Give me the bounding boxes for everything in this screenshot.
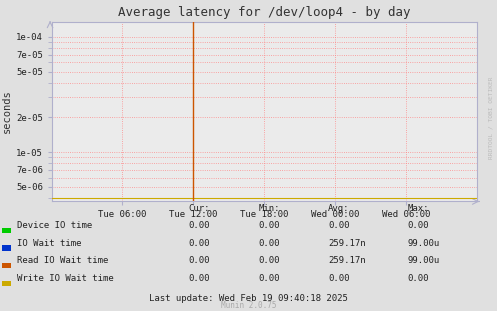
Text: Read IO Wait time: Read IO Wait time [17,256,109,265]
Text: 0.00: 0.00 [408,274,429,283]
Text: 0.00: 0.00 [189,256,210,265]
Text: IO Wait time: IO Wait time [17,239,82,248]
Text: Device IO time: Device IO time [17,221,92,230]
Text: 0.00: 0.00 [328,274,349,283]
Y-axis label: seconds: seconds [2,89,12,133]
Text: Cur:: Cur: [189,204,210,213]
Text: 99.00u: 99.00u [408,256,440,265]
Text: 0.00: 0.00 [328,221,349,230]
Text: 0.00: 0.00 [408,221,429,230]
Text: Max:: Max: [408,204,429,213]
Text: 0.00: 0.00 [189,239,210,248]
Text: 259.17n: 259.17n [328,256,366,265]
Text: RRDTOOL / TOBI OETIKER: RRDTOOL / TOBI OETIKER [488,77,493,160]
Text: 259.17n: 259.17n [328,239,366,248]
Text: Min:: Min: [258,204,280,213]
Text: Last update: Wed Feb 19 09:40:18 2025: Last update: Wed Feb 19 09:40:18 2025 [149,294,348,303]
Text: Write IO Wait time: Write IO Wait time [17,274,114,283]
Text: Avg:: Avg: [328,204,349,213]
Text: 0.00: 0.00 [189,274,210,283]
Text: 0.00: 0.00 [189,221,210,230]
Text: 0.00: 0.00 [258,256,280,265]
Text: 0.00: 0.00 [258,239,280,248]
Text: Munin 2.0.75: Munin 2.0.75 [221,301,276,310]
Title: Average latency for /dev/loop4 - by day: Average latency for /dev/loop4 - by day [118,6,411,19]
Text: 0.00: 0.00 [258,274,280,283]
Text: 99.00u: 99.00u [408,239,440,248]
Text: 0.00: 0.00 [258,221,280,230]
